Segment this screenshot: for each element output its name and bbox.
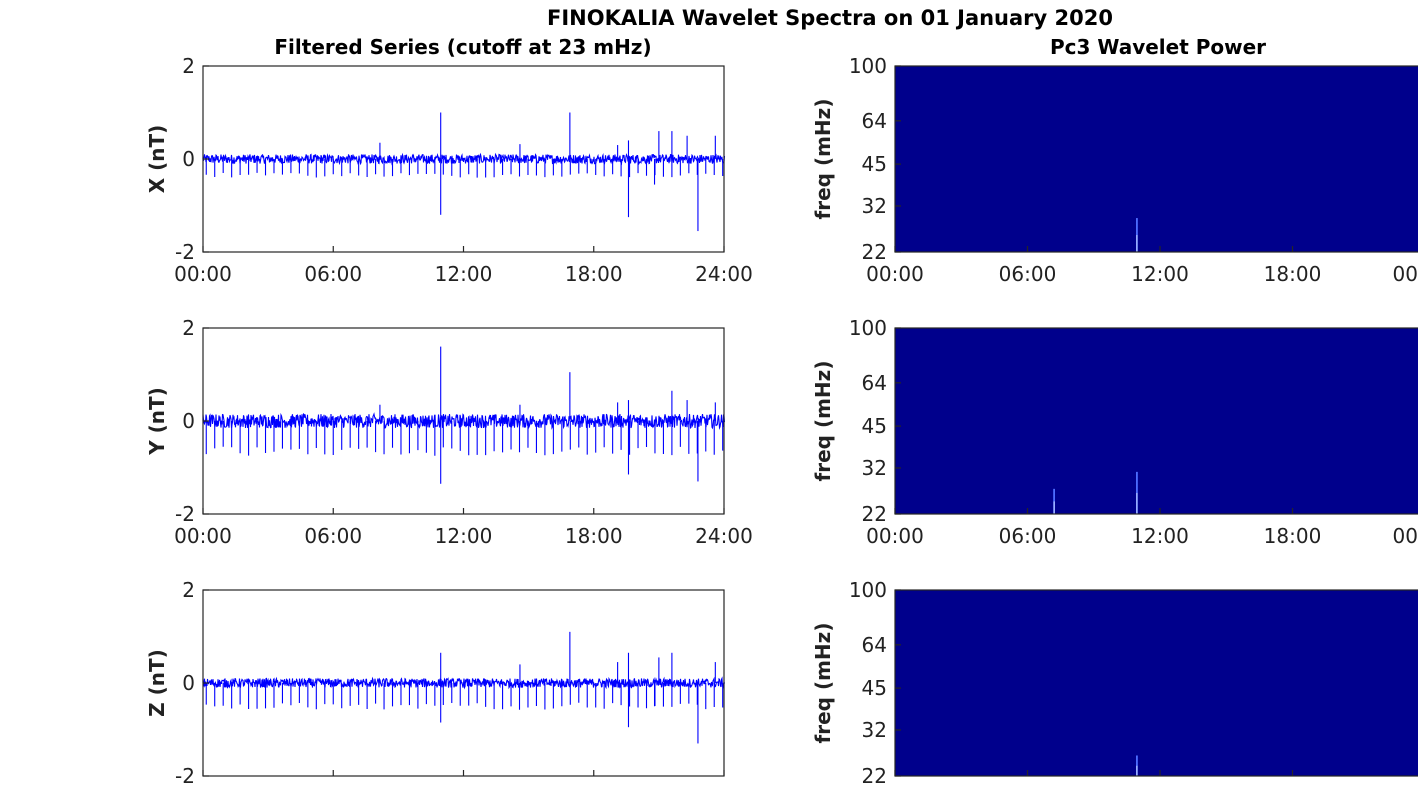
y-tick-label: -2 xyxy=(175,240,195,264)
periodic-dips xyxy=(205,683,724,710)
timeseries-panel-z: 2 0 -2 Z (nT) xyxy=(145,578,726,788)
y-tick-label: 0 xyxy=(182,147,195,171)
y-tick-label: -2 xyxy=(175,764,195,788)
x-tick-label: 18:00 xyxy=(565,262,623,286)
y-axis-label: freq (mHz) xyxy=(811,361,835,482)
x-tick-label: 12:00 xyxy=(435,262,493,286)
y-tick-label: 0 xyxy=(182,671,195,695)
x-tick-label: 06:00 xyxy=(304,262,362,286)
figure-title: FINOKALIA Wavelet Spectra on 01 January … xyxy=(547,6,1113,30)
x-tick-label: 18:00 xyxy=(565,524,623,548)
y-axis-label: X (nT) xyxy=(145,125,169,194)
y-tick-label: 64 xyxy=(862,109,887,133)
y-tick-label: -2 xyxy=(175,502,195,526)
periodic-dips xyxy=(205,159,724,178)
y-tick-label: 22 xyxy=(862,240,887,264)
x-tick-label: 18:00 xyxy=(1264,262,1322,286)
power-heatmap xyxy=(895,328,1418,514)
y-tick-label: 64 xyxy=(862,371,887,395)
y-tick-label: 2 xyxy=(182,54,195,78)
wavelet-panel-z: 100 64 45 32 22 freq (mHz) xyxy=(811,578,1418,788)
x-tick-label: 00:00 xyxy=(174,262,232,286)
y-tick-label: 2 xyxy=(182,578,195,602)
right-column-title: Pc3 Wavelet Power xyxy=(1050,35,1266,59)
y-tick-label: 0 xyxy=(182,409,195,433)
timeseries-panel-x: 2 0 -200:00 06:00 12:00 18:00 24:00 X (nT) xyxy=(145,54,753,286)
x-tick-label: 00 xyxy=(1393,524,1418,548)
power-heatmap xyxy=(895,66,1418,252)
trace-line xyxy=(202,152,726,166)
power-peak xyxy=(1136,235,1138,252)
x-tick-label: 18:00 xyxy=(1264,524,1322,548)
left-column-title: Filtered Series (cutoff at 23 mHz) xyxy=(274,35,651,59)
power-highlight xyxy=(1053,488,1055,514)
y-tick-label: 45 xyxy=(862,676,887,700)
x-tick-label: 06:00 xyxy=(304,524,362,548)
y-tick-label: 22 xyxy=(862,764,887,788)
x-tick-label: 12:00 xyxy=(1131,262,1189,286)
x-tick-label: 00:00 xyxy=(866,524,924,548)
timeseries-panel-y: 2 0 -200:00 06:00 12:00 18:00 24:00 Y (nT) xyxy=(145,316,753,548)
y-tick-label: 45 xyxy=(862,152,887,176)
x-tick-label: 24:00 xyxy=(695,524,753,548)
y-tick-label: 64 xyxy=(862,633,887,657)
power-heatmap xyxy=(895,590,1418,776)
y-tick-label: 2 xyxy=(182,316,195,340)
y-tick-label: 45 xyxy=(862,414,887,438)
y-tick-label: 32 xyxy=(862,718,887,742)
y-tick-label: 22 xyxy=(862,502,887,526)
y-tick-label: 32 xyxy=(862,456,887,480)
y-axis-label: Z (nT) xyxy=(145,649,169,717)
x-tick-label: 00 xyxy=(1393,262,1418,286)
x-tick-label: 12:00 xyxy=(1131,524,1189,548)
x-tick-label: 00:00 xyxy=(174,524,232,548)
x-tick-label: 06:00 xyxy=(999,262,1057,286)
y-tick-label: 32 xyxy=(862,194,887,218)
x-tick-label: 12:00 xyxy=(435,524,493,548)
y-tick-label: 100 xyxy=(849,54,887,78)
power-peak xyxy=(1053,501,1055,514)
y-tick-label: 100 xyxy=(849,578,887,602)
x-tick-label: 00:00 xyxy=(866,262,924,286)
x-tick-label: 24:00 xyxy=(695,262,753,286)
y-tick-label: 100 xyxy=(849,316,887,340)
power-peak xyxy=(1136,492,1138,514)
power-peak xyxy=(1136,765,1138,776)
y-axis-label: freq (mHz) xyxy=(811,623,835,744)
y-axis-label: Y (nT) xyxy=(145,387,169,456)
y-axis-label: freq (mHz) xyxy=(811,99,835,220)
x-tick-label: 06:00 xyxy=(999,524,1057,548)
periodic-dips xyxy=(205,421,724,456)
